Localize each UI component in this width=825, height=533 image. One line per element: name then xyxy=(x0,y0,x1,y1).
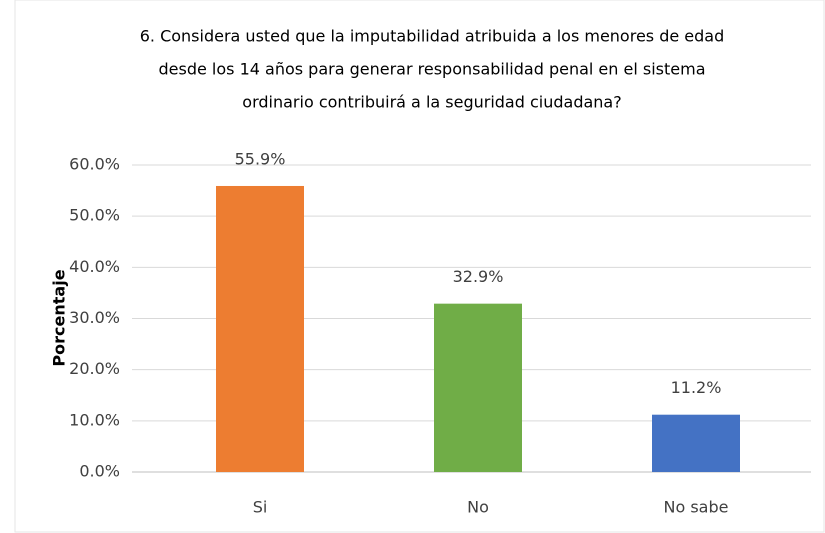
y-tick-label: 0.0% xyxy=(79,462,120,481)
bar xyxy=(652,414,740,472)
y-tick-label: 40.0% xyxy=(69,257,120,276)
chart-title: ordinario contribuirá a la seguridad ciu… xyxy=(242,93,621,112)
y-tick-label: 30.0% xyxy=(69,308,120,327)
chart-title: 6. Considera usted que la imputabilidad … xyxy=(140,27,725,46)
bar xyxy=(434,303,522,472)
bar xyxy=(216,185,304,472)
x-tick-label: Si xyxy=(253,498,268,517)
data-label: 32.9% xyxy=(453,267,504,286)
y-tick-label: 10.0% xyxy=(69,410,120,429)
x-tick-label: No xyxy=(467,498,489,517)
y-tick-label: 50.0% xyxy=(69,206,120,225)
chart-title: desde los 14 años para generar responsab… xyxy=(158,60,705,79)
y-tick-label: 20.0% xyxy=(69,359,120,378)
y-axis-label: Porcentaje xyxy=(50,269,69,366)
x-tick-label: No sabe xyxy=(664,498,729,517)
data-label: 55.9% xyxy=(235,149,286,168)
data-label: 11.2% xyxy=(671,378,722,397)
y-tick-label: 60.0% xyxy=(69,155,120,174)
